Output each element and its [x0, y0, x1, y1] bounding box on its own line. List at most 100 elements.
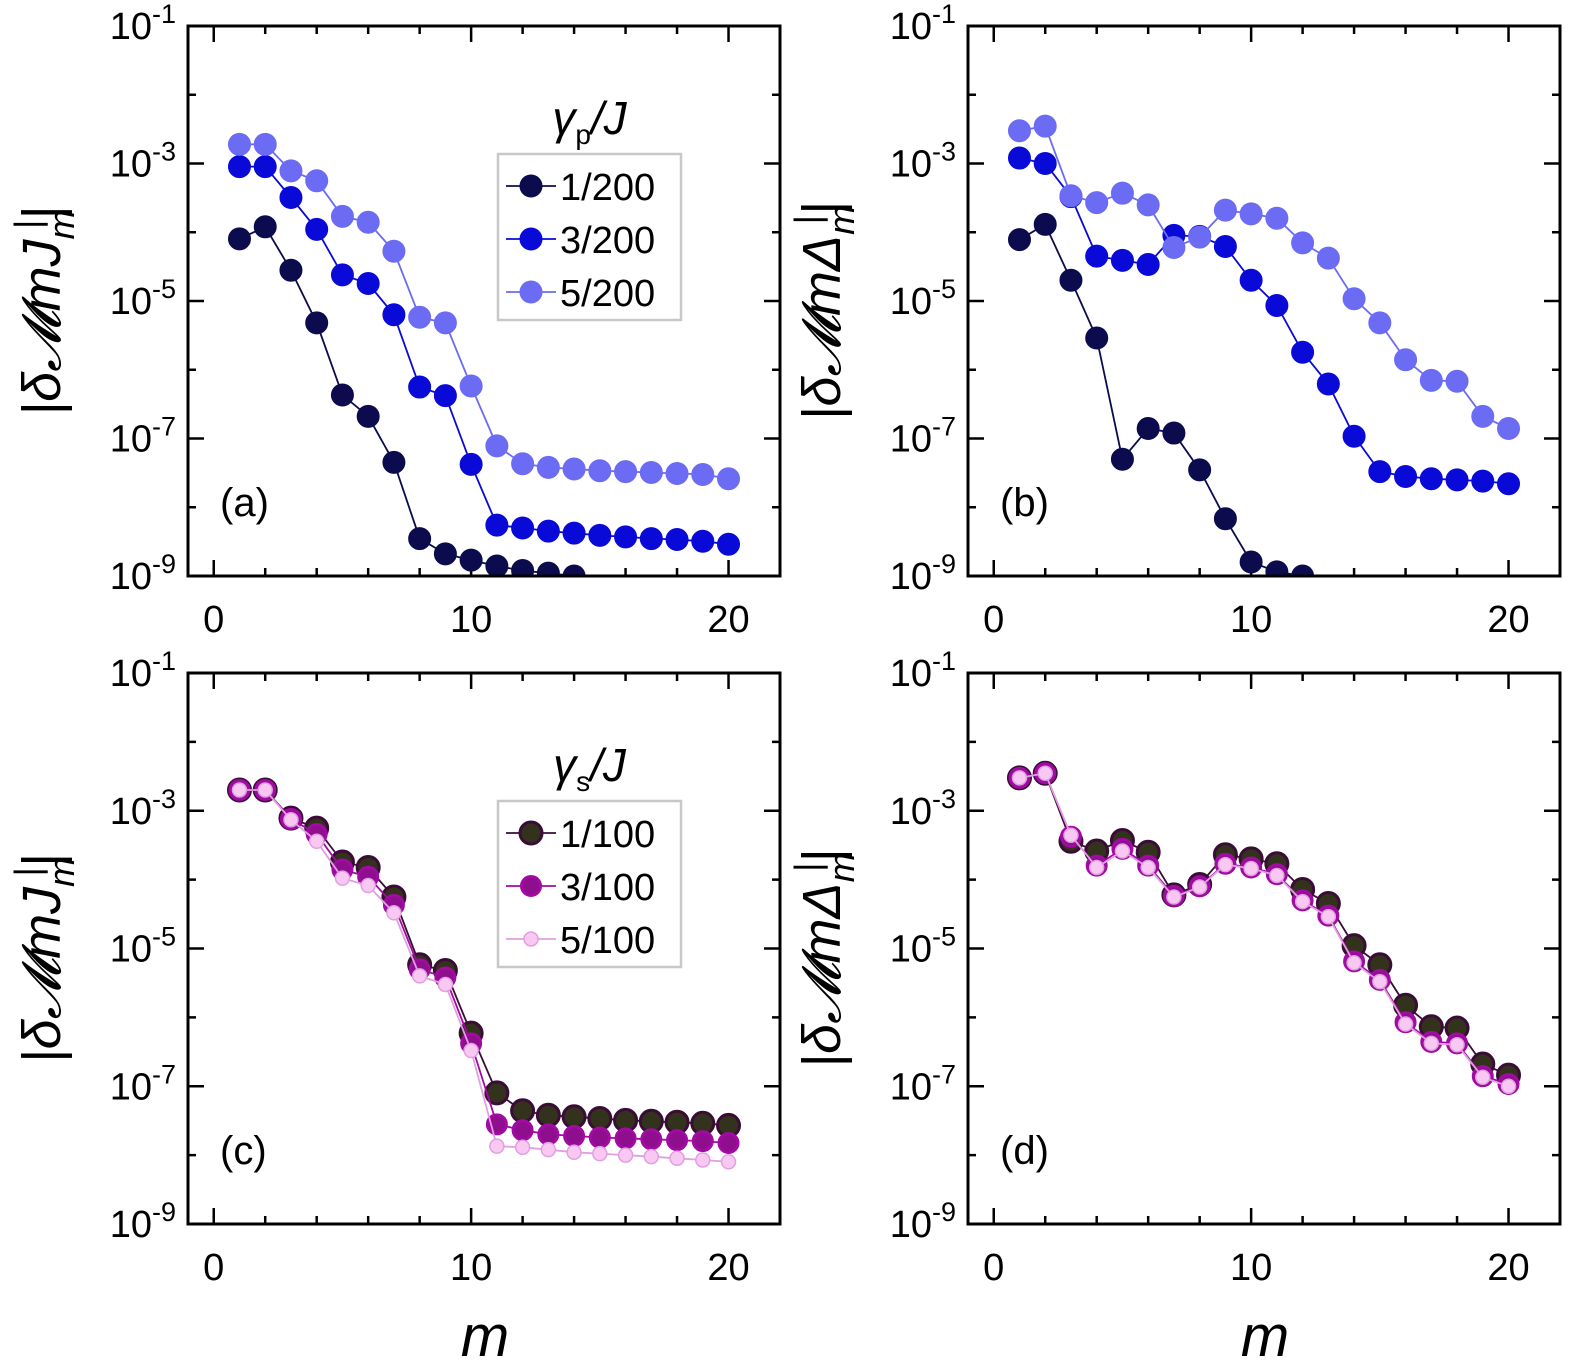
- y-axis-label: |δ𝓜mΔm||: [787, 849, 862, 1068]
- data-point: [1059, 184, 1083, 208]
- legend-marker: [519, 227, 543, 251]
- y-tick-exponent: -5: [932, 922, 956, 952]
- data-point: [643, 1148, 660, 1165]
- y-label-main: |δ𝓜mJ: [12, 238, 72, 415]
- data-point: [717, 532, 741, 556]
- y-tick-label: 10-3: [110, 784, 176, 833]
- data-point: [587, 1106, 613, 1132]
- y-tick-label: 10-7: [110, 1059, 176, 1108]
- data-point: [1140, 859, 1156, 876]
- data-point: [720, 1154, 737, 1170]
- data-point: [408, 305, 432, 329]
- data-point: [227, 155, 251, 179]
- legend-title: γs/J: [553, 739, 627, 797]
- data-point: [1394, 465, 1418, 489]
- data-point: [1291, 340, 1315, 364]
- data-point: [1136, 252, 1160, 276]
- y-tick-label: 10-1: [890, 0, 956, 48]
- data-point: [356, 210, 380, 234]
- data-point: [536, 519, 560, 543]
- data-point: [1085, 326, 1109, 350]
- data-point: [1217, 856, 1234, 873]
- data-point: [1114, 843, 1131, 859]
- data-point: [437, 976, 454, 993]
- y-tick-base: 10: [890, 144, 932, 186]
- data-point: [257, 782, 273, 798]
- data-point: [227, 227, 251, 251]
- data-point: [408, 527, 432, 551]
- y-tick-exponent: -3: [152, 137, 176, 167]
- y-tick-base: 10: [110, 6, 152, 48]
- data-point: [484, 1080, 510, 1106]
- data-point: [356, 404, 380, 428]
- data-point: [485, 513, 509, 537]
- data-point: [1419, 368, 1443, 392]
- data-point: [433, 384, 457, 408]
- data-point: [614, 460, 638, 484]
- x-tick-label: 10: [450, 599, 492, 641]
- data-point: [1162, 236, 1186, 260]
- data-point: [305, 311, 329, 335]
- y-tick-base: 10: [890, 281, 932, 323]
- data-point: [717, 1131, 740, 1154]
- data-point: [231, 782, 248, 798]
- y-tick-exponent: -7: [932, 412, 956, 442]
- y-tick-base: 10: [110, 556, 152, 598]
- data-point: [308, 833, 325, 850]
- data-point: [1162, 421, 1186, 445]
- y-tick-exponent: -9: [932, 549, 956, 579]
- data-point: [1500, 1078, 1517, 1094]
- y-label-sup: |: [787, 215, 828, 224]
- y-label-sup: |: [7, 220, 48, 229]
- legend-marker: [519, 174, 543, 198]
- data-point: [305, 169, 329, 193]
- data-point: [1110, 181, 1134, 205]
- y-tick-exponent: -9: [932, 1197, 956, 1227]
- data-point: [588, 459, 612, 483]
- data-point: [1368, 311, 1392, 335]
- data-layer: [1007, 114, 1521, 577]
- data-point: [1033, 114, 1057, 138]
- x-axis-label-right: m: [1241, 1304, 1289, 1367]
- y-label-main: |δ𝓜mJ: [12, 886, 72, 1063]
- data-point: [563, 1124, 586, 1147]
- data-point: [1269, 867, 1285, 884]
- data-layer: [226, 777, 742, 1170]
- y-tick-exponent: -5: [152, 922, 176, 952]
- data-point: [330, 383, 354, 407]
- y-label-sup: |: [7, 868, 48, 877]
- data-point: [1188, 458, 1212, 482]
- panel-label: (c): [220, 1129, 267, 1173]
- plot-frame: [966, 24, 1562, 578]
- y-tick-exponent: -5: [152, 274, 176, 304]
- y-tick-label: 10-7: [890, 412, 956, 461]
- data-point: [617, 1147, 634, 1163]
- data-point: [1368, 460, 1392, 484]
- y-label-close: |: [792, 849, 852, 863]
- data-point: [1497, 416, 1521, 440]
- y-tick-base: 10: [890, 6, 932, 48]
- legend-entry-label: 1/100: [560, 814, 655, 856]
- y-tick-base: 10: [890, 419, 932, 461]
- y-tick-exponent: -9: [152, 1197, 176, 1227]
- data-point: [485, 554, 509, 577]
- y-tick-label: 10-7: [890, 1059, 956, 1108]
- y-tick-label: 10-7: [110, 412, 176, 461]
- data-point: [566, 1144, 582, 1161]
- data-point: [511, 452, 535, 476]
- data-point: [1007, 119, 1031, 143]
- data-point: [592, 1145, 608, 1162]
- panel-label: (b): [1000, 481, 1049, 525]
- data-point: [411, 968, 428, 984]
- data-point: [279, 186, 303, 210]
- data-point: [1033, 152, 1057, 175]
- data-point: [386, 905, 402, 921]
- data-point: [1419, 467, 1443, 491]
- data-point: [1471, 469, 1495, 493]
- legend-title-subscript: p: [575, 119, 591, 150]
- data-point: [459, 452, 483, 476]
- data-point: [1471, 404, 1495, 428]
- data-point: [1188, 225, 1212, 249]
- x-tick-label: 0: [983, 1247, 1004, 1289]
- data-point: [1265, 294, 1289, 318]
